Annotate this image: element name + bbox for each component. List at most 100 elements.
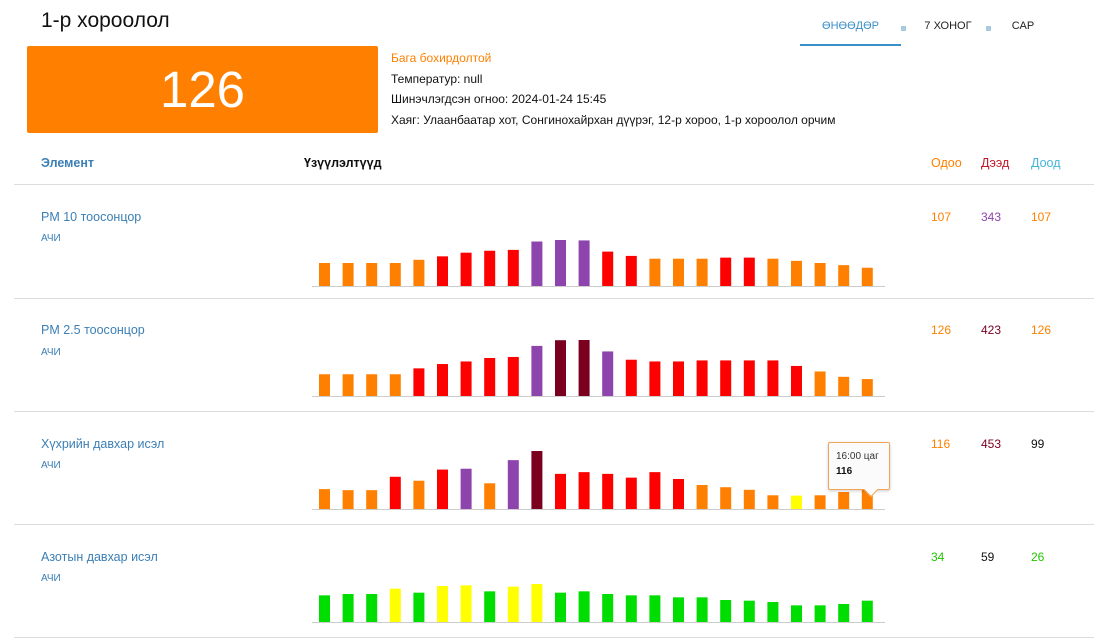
chart-bar[interactable] <box>319 374 330 396</box>
chart-bar[interactable] <box>649 595 661 622</box>
chart-bar[interactable] <box>342 594 354 622</box>
chart-bar[interactable] <box>531 451 543 509</box>
chart-bar[interactable] <box>791 365 802 396</box>
chart-bar[interactable] <box>861 489 873 509</box>
chart-bar[interactable] <box>413 592 425 622</box>
chart-bar[interactable] <box>625 359 637 396</box>
chart-bar[interactable] <box>460 468 472 509</box>
chart-bar[interactable] <box>720 360 732 396</box>
tab-week[interactable]: 7 ХОНОГ <box>924 20 972 32</box>
chart-bar[interactable] <box>696 597 708 622</box>
chart-bar[interactable] <box>720 257 732 286</box>
chart-bar[interactable] <box>743 489 755 509</box>
chart-bar[interactable] <box>413 368 425 396</box>
chart-bar[interactable] <box>625 595 637 622</box>
chart-bar[interactable] <box>861 267 873 286</box>
chart-bar[interactable] <box>767 495 779 509</box>
chart-bar[interactable] <box>484 591 496 622</box>
chart-bar[interactable] <box>484 483 496 509</box>
chart-bar[interactable] <box>861 600 873 622</box>
chart-bar[interactable] <box>767 360 779 396</box>
chart-bar[interactable] <box>791 495 802 509</box>
chart-bar[interactable] <box>649 258 661 286</box>
chart-bar[interactable] <box>578 240 590 286</box>
chart-bar[interactable] <box>531 241 543 286</box>
chart-bar[interactable] <box>625 255 637 286</box>
chart-bar[interactable] <box>814 495 826 509</box>
chart-bar[interactable] <box>814 263 826 286</box>
chart-bar[interactable] <box>602 251 614 286</box>
chart-bar[interactable] <box>743 360 755 396</box>
chart-bar[interactable] <box>437 469 448 509</box>
chart-bar[interactable] <box>673 479 684 509</box>
chart-bar[interactable] <box>484 358 496 396</box>
chart-bar[interactable] <box>389 588 401 622</box>
pollutant-name[interactable]: Хүхрийн давхар исэл <box>41 437 165 451</box>
chart-bar[interactable] <box>578 340 590 396</box>
chart-bar[interactable] <box>696 360 708 396</box>
chart-bar[interactable] <box>437 364 448 396</box>
chart-bar[interactable] <box>838 376 850 396</box>
tab-month[interactable]: САР <box>1011 20 1035 32</box>
chart-bar[interactable] <box>460 585 472 622</box>
chart-bar[interactable] <box>578 472 590 509</box>
chart-bar[interactable] <box>814 605 826 622</box>
chart-bar[interactable] <box>861 379 873 396</box>
chart-bar[interactable] <box>838 265 850 286</box>
chart-bar[interactable] <box>413 480 425 509</box>
chart-bar[interactable] <box>720 487 732 509</box>
chart-bar[interactable] <box>507 356 519 396</box>
chart-bar[interactable] <box>366 490 378 509</box>
chart-bar[interactable] <box>555 240 566 286</box>
chart-bar[interactable] <box>319 489 330 509</box>
chart-bar[interactable] <box>460 252 472 286</box>
chart-bar[interactable] <box>838 492 850 509</box>
chart-bar[interactable] <box>602 594 614 622</box>
chart-bar[interactable] <box>625 477 637 509</box>
chart-bar[interactable] <box>673 361 684 396</box>
chart-bar[interactable] <box>437 256 448 286</box>
chart-bar[interactable] <box>507 249 519 286</box>
chart-bar[interactable] <box>555 473 566 509</box>
chart-bar[interactable] <box>838 604 850 622</box>
chart-bar[interactable] <box>531 345 543 396</box>
chart-bar[interactable] <box>791 605 802 622</box>
chart-bar[interactable] <box>366 594 378 622</box>
chart-bar[interactable] <box>649 472 661 509</box>
chart-bar[interactable] <box>673 258 684 286</box>
chart-bar[interactable] <box>791 260 802 286</box>
tab-today[interactable]: ӨНӨӨДӨР <box>800 10 901 46</box>
chart-bar[interactable] <box>555 340 566 396</box>
chart-bar[interactable] <box>507 586 519 622</box>
pollutant-name[interactable]: PM 2.5 тоосонцор <box>41 323 145 337</box>
chart-bar[interactable] <box>555 592 566 622</box>
chart-bar[interactable] <box>389 374 401 396</box>
chart-bar[interactable] <box>767 602 779 622</box>
chart-bar[interactable] <box>342 490 354 509</box>
chart-bar[interactable] <box>531 584 543 622</box>
chart-bar[interactable] <box>743 600 755 622</box>
chart-bar[interactable] <box>366 263 378 286</box>
chart-bar[interactable] <box>437 586 448 622</box>
chart-bar[interactable] <box>696 258 708 286</box>
chart-bar[interactable] <box>507 460 519 509</box>
chart-bar[interactable] <box>389 263 401 286</box>
chart-bar[interactable] <box>602 473 614 509</box>
chart-bar[interactable] <box>389 476 401 509</box>
chart-bar[interactable] <box>720 600 732 622</box>
chart-bar[interactable] <box>767 258 779 286</box>
chart-bar[interactable] <box>366 374 378 396</box>
chart-bar[interactable] <box>578 591 590 622</box>
chart-bar[interactable] <box>696 485 708 509</box>
chart-bar[interactable] <box>602 351 614 396</box>
pollutant-name[interactable]: Азотын давхар исэл <box>41 550 158 564</box>
chart-bar[interactable] <box>319 595 330 622</box>
pollutant-name[interactable]: PM 10 тоосонцор <box>41 210 142 224</box>
chart-bar[interactable] <box>342 263 354 286</box>
chart-bar[interactable] <box>413 259 425 286</box>
chart-bar[interactable] <box>743 257 755 286</box>
chart-bar[interactable] <box>673 597 684 622</box>
chart-bar[interactable] <box>484 250 496 286</box>
chart-bar[interactable] <box>649 361 661 396</box>
chart-bar[interactable] <box>342 374 354 396</box>
